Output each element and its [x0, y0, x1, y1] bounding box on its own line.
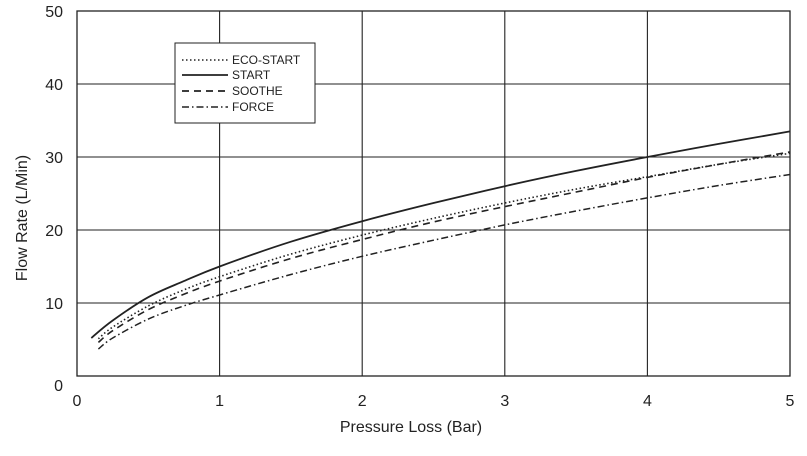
legend-label-eco-start: ECO-START [232, 53, 301, 67]
legend-box [174, 42, 316, 124]
series-line-soothe [97, 151, 791, 344]
y-axis-label: Flow Rate (L/Min) [14, 155, 31, 281]
series-line-start [90, 130, 791, 339]
y-tick-label: 50 [45, 4, 63, 21]
legend-label-start: START [232, 68, 271, 82]
plot-frame [76, 10, 791, 377]
x-tick-label: 3 [500, 393, 509, 410]
grid-lines [77, 11, 790, 376]
x-tick-label: 1 [215, 393, 224, 410]
y-tick-labels: 0 10 20 30 40 50 [45, 4, 63, 395]
y-tick-label: 10 [45, 296, 63, 313]
legend-label-soothe: SOOTHE [232, 84, 283, 98]
x-tick-label: 4 [643, 393, 652, 410]
legend: ECO-START START SOOTHE FORCE [174, 42, 316, 124]
y-tick-label: 40 [45, 77, 63, 94]
y-tick-label: 20 [45, 223, 63, 240]
y-tick-label: 0 [54, 378, 63, 395]
y-tick-label: 30 [45, 150, 63, 167]
legend-label-force: FORCE [232, 100, 274, 114]
x-tick-label: 5 [786, 393, 795, 410]
series-line-force [97, 173, 791, 350]
series-lines [90, 130, 791, 350]
x-tick-labels: 0 1 2 3 4 5 [73, 393, 795, 410]
x-tick-label: 2 [358, 393, 367, 410]
series-line-eco-start [97, 152, 791, 340]
x-axis-label: Pressure Loss (Bar) [340, 419, 482, 436]
x-tick-label: 0 [73, 393, 82, 410]
